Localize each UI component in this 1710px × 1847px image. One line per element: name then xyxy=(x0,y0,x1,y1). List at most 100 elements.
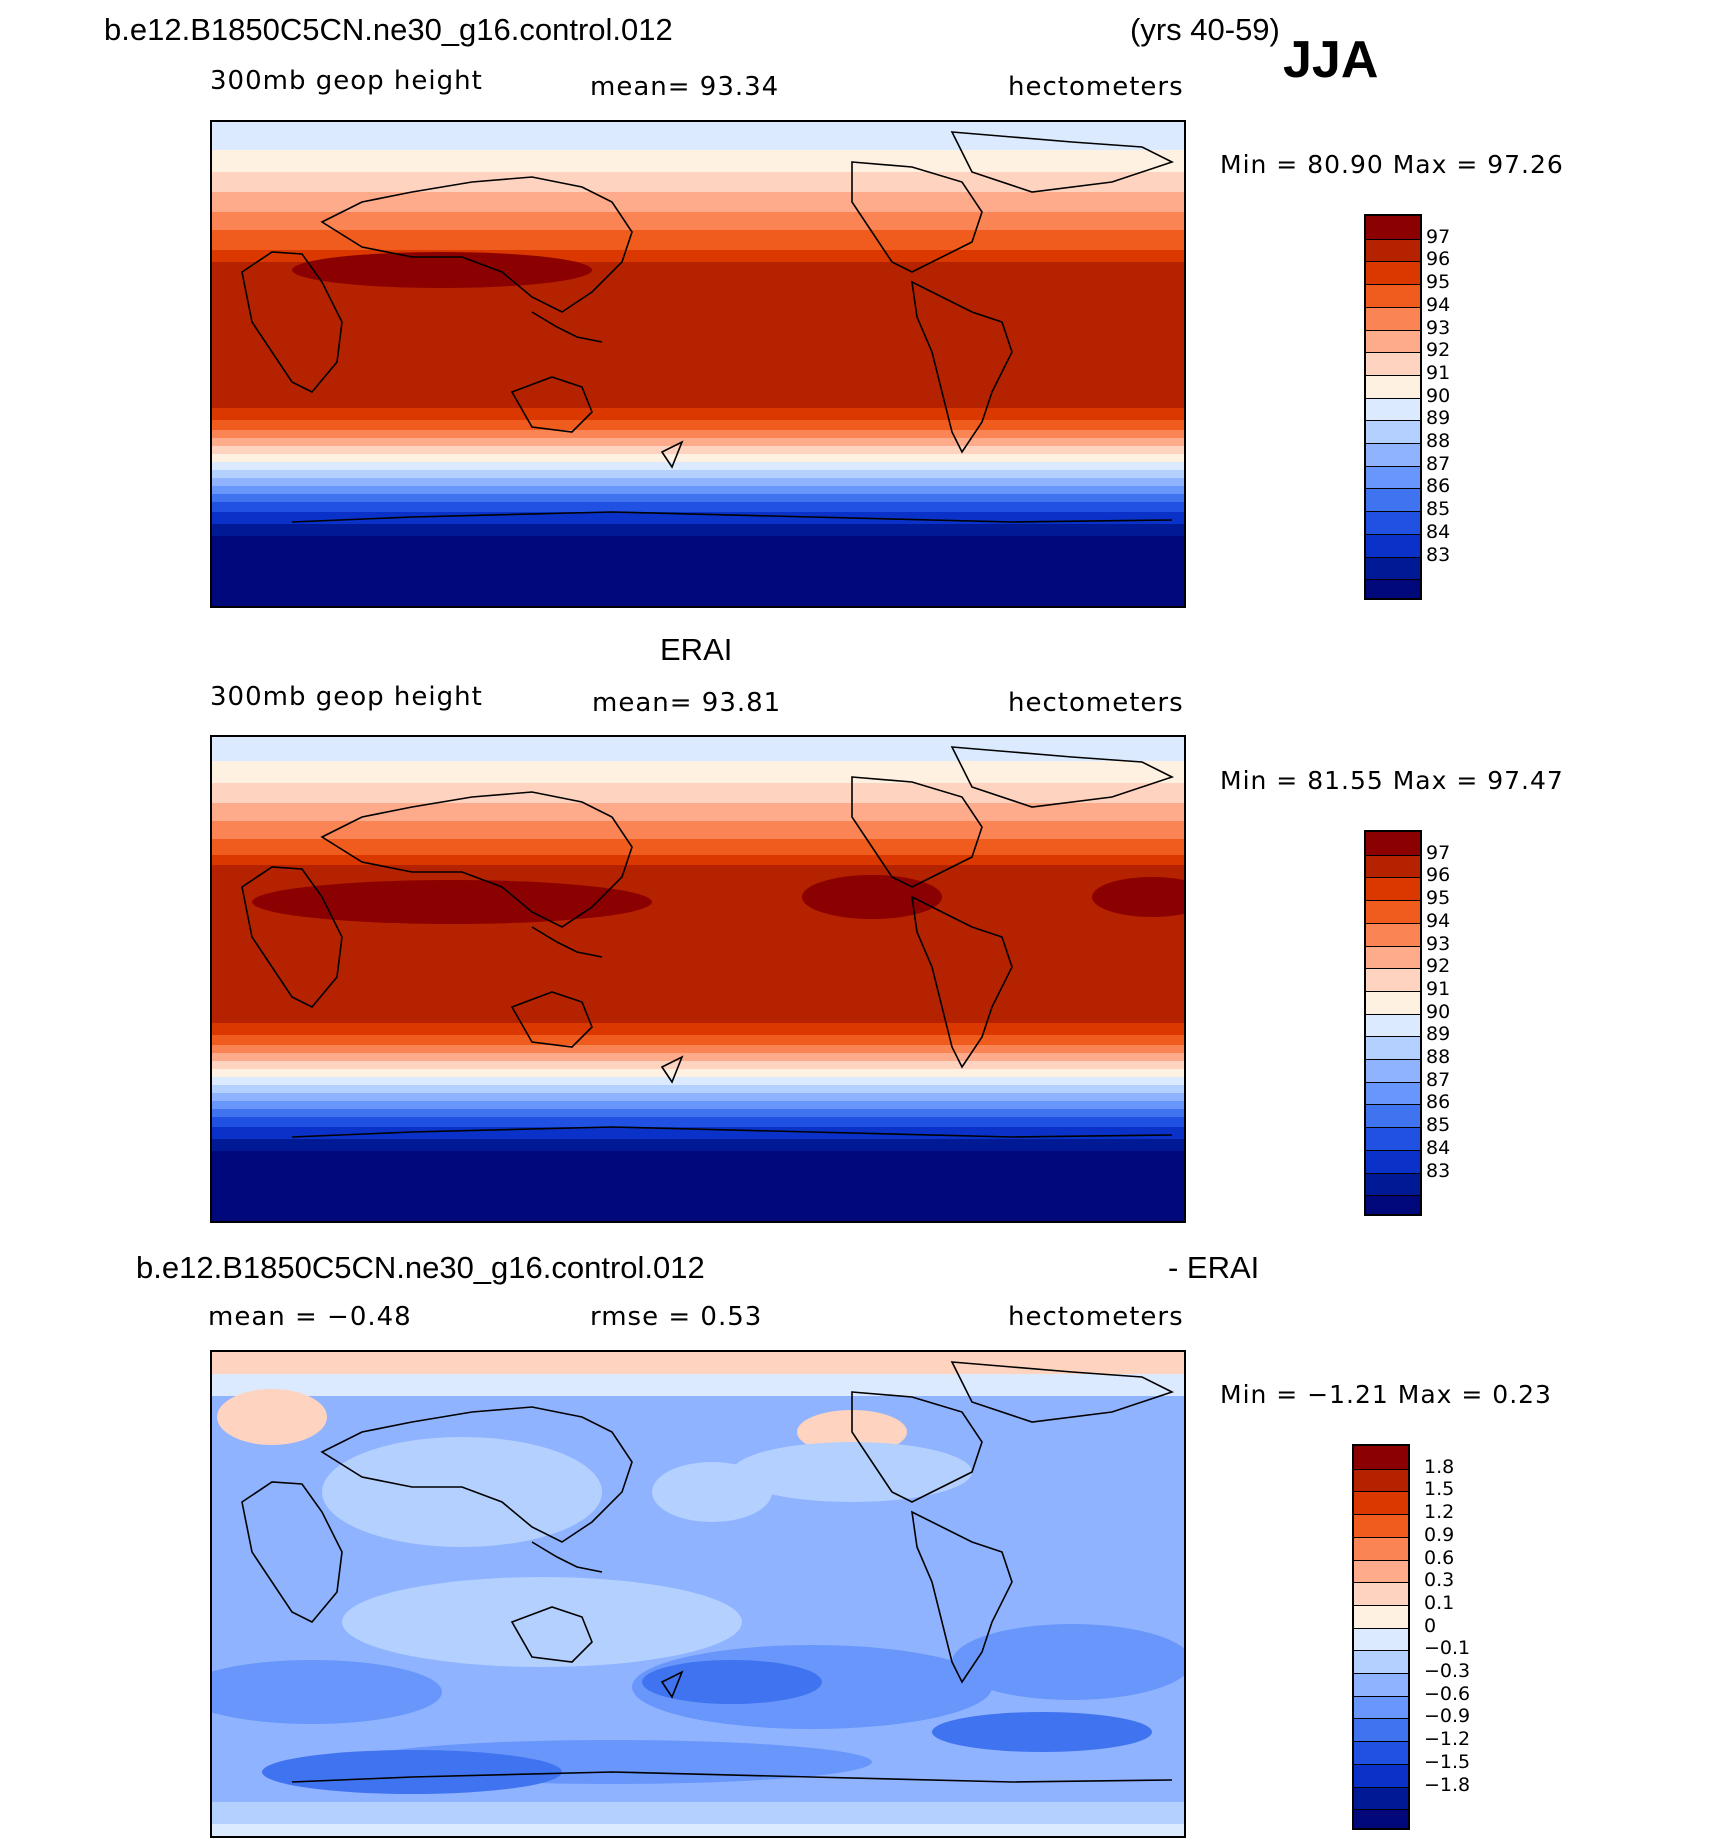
colorbar-tick-label: 84 xyxy=(1426,1136,1451,1159)
panel3-coastlines xyxy=(241,1361,1175,1783)
colorbar-swatch xyxy=(1366,1149,1420,1174)
colorbar-swatch xyxy=(1366,832,1420,855)
colorbar-swatch xyxy=(1354,1446,1408,1469)
colorbar-tick-label: 92 xyxy=(1426,339,1451,362)
colorbar-tick-label: 1.5 xyxy=(1424,1478,1455,1501)
colorbar-swatch xyxy=(1354,1536,1408,1561)
colorbar-swatch xyxy=(1366,533,1420,558)
colorbar-tick-label: 93 xyxy=(1426,932,1451,955)
colorbar-swatch xyxy=(1366,488,1420,513)
colorbar-swatch xyxy=(1354,1718,1408,1743)
colorbar-swatch xyxy=(1354,1604,1408,1629)
colorbar-tick-label: 1.2 xyxy=(1424,1501,1455,1524)
panel3-contour-bands xyxy=(212,1352,1184,1836)
colorbar-swatch xyxy=(1366,374,1420,399)
colorbar-swatch xyxy=(1366,511,1420,535)
panel1-units-label: hectometers xyxy=(1008,72,1184,102)
colorbar-tick-label: 92 xyxy=(1426,955,1451,978)
colorbar-tick-label: 91 xyxy=(1426,361,1451,384)
panel3-title: b.e12.B1850C5CN.ne30_g16.control.012 xyxy=(136,1250,705,1285)
colorbar-swatch xyxy=(1366,465,1420,490)
panel2-coastlines xyxy=(241,746,1175,1138)
colorbar-tick-label: 0.1 xyxy=(1424,1591,1455,1614)
colorbar-tick-label: 0.9 xyxy=(1424,1523,1455,1546)
colorbar-swatch xyxy=(1354,1559,1408,1584)
panel2-colorbar-swatches xyxy=(1364,830,1422,1216)
colorbar-tick-label: 94 xyxy=(1426,909,1451,932)
colorbar-swatch xyxy=(1366,261,1420,286)
panel3-colorbar-swatches xyxy=(1352,1444,1410,1830)
panel1-coastlines xyxy=(241,131,1175,523)
colorbar-tick-label: 89 xyxy=(1426,407,1451,430)
colorbar-tick-label: 91 xyxy=(1426,977,1451,1000)
colorbar-swatch xyxy=(1354,1786,1408,1811)
colorbar-tick-label: 83 xyxy=(1426,543,1451,566)
colorbar-tick-label: 85 xyxy=(1426,1114,1451,1137)
colorbar-swatch xyxy=(1366,556,1420,581)
colorbar-tick-label: 97 xyxy=(1426,225,1451,248)
colorbar-tick-label: 84 xyxy=(1426,520,1451,543)
panel3-title-suffix: - ERAI xyxy=(1168,1250,1260,1285)
colorbar-swatch xyxy=(1366,352,1420,376)
colorbar-tick-label: 90 xyxy=(1426,384,1451,407)
colorbar-tick-label: −0.3 xyxy=(1424,1660,1471,1683)
colorbar-swatch xyxy=(1354,1514,1408,1538)
colorbar-tick-label: 93 xyxy=(1426,316,1451,339)
panel2-units-label: hectometers xyxy=(1008,688,1184,718)
season-label: JJA xyxy=(1283,31,1379,89)
colorbar-swatch xyxy=(1366,945,1420,970)
colorbar-tick-label: −0.6 xyxy=(1424,1682,1471,1705)
panel2-map-canvas xyxy=(212,737,1184,1221)
colorbar-swatch xyxy=(1366,1104,1420,1129)
colorbar-swatch xyxy=(1354,1673,1408,1697)
colorbar-tick-label: −1.8 xyxy=(1424,1773,1471,1796)
colorbar-swatch xyxy=(1366,329,1420,354)
panel2-mean-label: mean= 93.81 xyxy=(592,688,782,718)
colorbar-tick-label: 96 xyxy=(1426,248,1451,271)
colorbar-swatch xyxy=(1366,1195,1420,1214)
colorbar-swatch xyxy=(1366,216,1420,239)
colorbar-tick-label: 0 xyxy=(1424,1614,1437,1637)
colorbar-tick-label: −0.9 xyxy=(1424,1705,1471,1728)
colorbar-swatch xyxy=(1366,968,1420,992)
years-label: (yrs 40-59) xyxy=(1130,12,1280,47)
colorbar-tick-label: 85 xyxy=(1426,498,1451,521)
colorbar-tick-label: 96 xyxy=(1426,864,1451,887)
colorbar-tick-label: 87 xyxy=(1426,452,1451,475)
panel2-min-max: Min = 81.55 Max = 97.47 xyxy=(1220,766,1564,795)
colorbar-swatch xyxy=(1366,900,1420,924)
colorbar-tick-label: 0.3 xyxy=(1424,1569,1455,1592)
colorbar-tick-label: −0.1 xyxy=(1424,1637,1471,1660)
colorbar-tick-label: 83 xyxy=(1426,1159,1451,1182)
colorbar-tick-label: 97 xyxy=(1426,841,1451,864)
colorbar-swatch xyxy=(1366,443,1420,467)
panel2-map xyxy=(210,735,1186,1223)
colorbar-tick-label: 88 xyxy=(1426,1046,1451,1069)
colorbar-tick-label: 0.6 xyxy=(1424,1546,1455,1569)
panel3-map-canvas xyxy=(212,1352,1184,1836)
colorbar-swatch xyxy=(1354,1650,1408,1675)
colorbar-swatch xyxy=(1354,1582,1408,1606)
panel3-map xyxy=(210,1350,1186,1838)
colorbar-tick-label: 87 xyxy=(1426,1068,1451,1091)
colorbar-tick-label: 95 xyxy=(1426,271,1451,294)
colorbar-tick-label: −1.2 xyxy=(1424,1728,1471,1751)
colorbar-swatch xyxy=(1354,1627,1408,1652)
colorbar-tick-label: −1.5 xyxy=(1424,1750,1471,1773)
colorbar-swatch xyxy=(1366,1013,1420,1038)
panel1-map-canvas xyxy=(212,122,1184,606)
colorbar-swatch xyxy=(1366,579,1420,598)
colorbar-swatch xyxy=(1366,1127,1420,1151)
colorbar-tick-label: 1.8 xyxy=(1424,1455,1455,1478)
panel1-map xyxy=(210,120,1186,608)
colorbar-swatch xyxy=(1354,1491,1408,1516)
panel3-units-label: hectometers xyxy=(1008,1302,1184,1332)
colorbar-swatch xyxy=(1366,420,1420,445)
colorbar-swatch xyxy=(1354,1741,1408,1765)
panel1-colorbar-swatches xyxy=(1364,214,1422,600)
colorbar-swatch xyxy=(1366,1059,1420,1083)
colorbar-swatch xyxy=(1366,1036,1420,1061)
colorbar-tick-label: 90 xyxy=(1426,1000,1451,1023)
colorbar-swatch xyxy=(1366,238,1420,263)
colorbar-swatch xyxy=(1366,990,1420,1015)
